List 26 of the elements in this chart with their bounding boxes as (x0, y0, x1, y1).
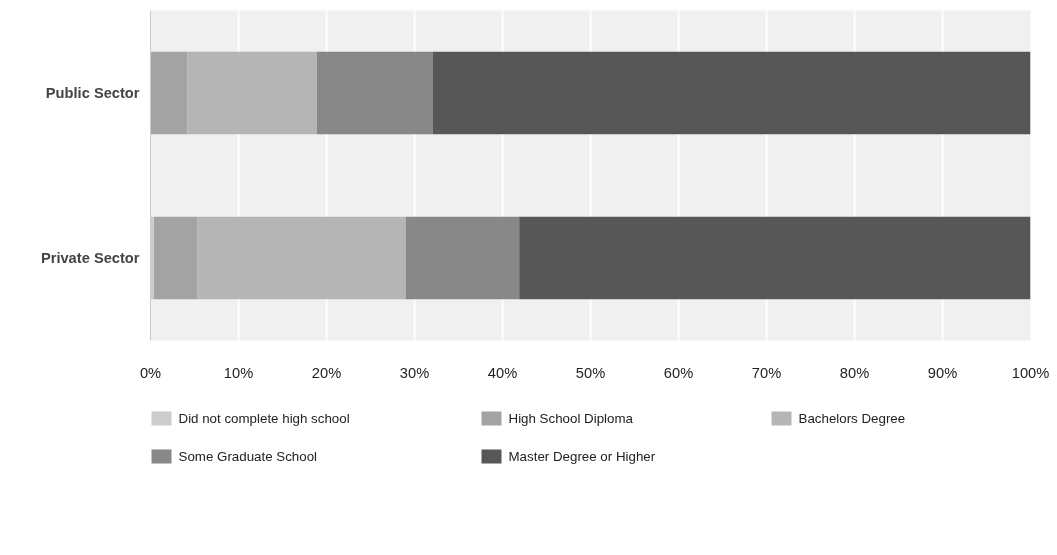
legend-label: Some Graduate School (178, 449, 318, 464)
legend-label: Master Degree or Higher (508, 449, 656, 464)
x-tick-label: 20% (311, 364, 342, 381)
x-tick-label: 70% (751, 364, 782, 381)
bar (432, 51, 1031, 135)
bar (519, 216, 1031, 300)
x-tick-label: 10% (223, 364, 254, 381)
legend-label: Bachelors Degree (798, 411, 906, 426)
bar (405, 216, 520, 300)
x-tick-label: 50% (575, 364, 606, 381)
y-tick-label: Private Sector (40, 250, 140, 266)
x-tick-label: 40% (487, 364, 518, 381)
bar (154, 216, 198, 300)
bar (150, 51, 188, 135)
bar (197, 216, 406, 300)
x-tick-label: 90% (927, 364, 958, 381)
legend-label: Did not complete high school (178, 411, 350, 426)
x-tick-label: 100% (1011, 364, 1050, 381)
x-tick-label: 60% (663, 364, 694, 381)
x-tick-label: 30% (399, 364, 430, 381)
x-tick-label: 0% (139, 364, 162, 381)
bar (187, 51, 317, 135)
x-tick-label: 80% (839, 364, 870, 381)
legend-label: High School Diploma (508, 411, 634, 426)
y-tick-label: Public Sector (45, 85, 140, 101)
bar (316, 51, 433, 135)
